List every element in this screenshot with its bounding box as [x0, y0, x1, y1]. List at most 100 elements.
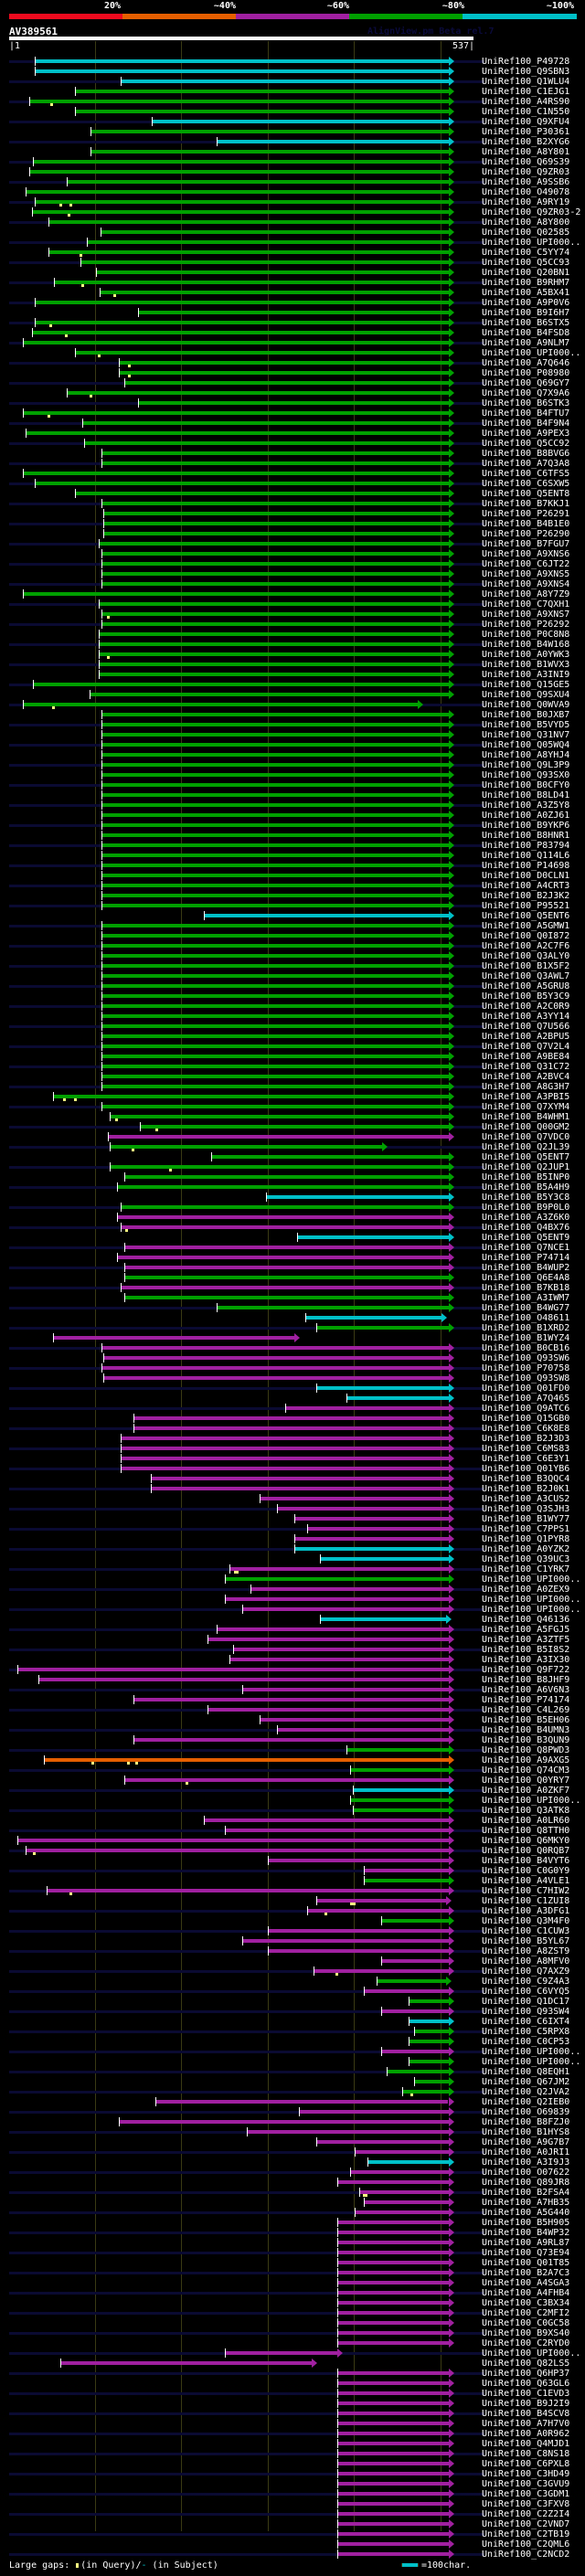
- alignment-bar[interactable]: [81, 421, 449, 425]
- hit-label-link[interactable]: UniRef100_C6PXL8: [482, 2459, 570, 2469]
- hit-label-link[interactable]: UniRef100_C6K8E8: [482, 1424, 570, 1434]
- hit-label-link[interactable]: UniRef100_C3GDM1: [482, 2489, 570, 2499]
- alignment-bar[interactable]: [210, 1155, 449, 1159]
- hit-label-link[interactable]: UniRef100_UPI000..: [482, 2047, 581, 2057]
- alignment-bar[interactable]: [313, 1969, 449, 1973]
- alignment-bar[interactable]: [346, 1748, 449, 1752]
- alignment-bar[interactable]: [363, 1879, 449, 1882]
- hit-label-link[interactable]: UniRef100_C3FXV8: [482, 2499, 570, 2509]
- hit-label-link[interactable]: UniRef100_Q9SBN3: [482, 67, 570, 77]
- hit-label-link[interactable]: UniRef100_A3Z6K0: [482, 1213, 570, 1223]
- alignment-bar[interactable]: [207, 1638, 449, 1641]
- alignment-bar[interactable]: [320, 1617, 446, 1621]
- hit-label-link[interactable]: UniRef100_UPI000..: [482, 2348, 581, 2359]
- hit-label-link[interactable]: UniRef100_P74714: [482, 1253, 570, 1263]
- hit-label-link[interactable]: UniRef100_Q8EQH1: [482, 2067, 570, 2077]
- hit-label-link[interactable]: UniRef100_Q7VDC0: [482, 1132, 570, 1142]
- alignment-bar[interactable]: [90, 130, 449, 133]
- alignment-bar[interactable]: [35, 69, 449, 73]
- hit-label-link[interactable]: UniRef100_P14698: [482, 861, 570, 871]
- hit-label-link[interactable]: UniRef100_C2VND7: [482, 2519, 570, 2529]
- hit-label-link[interactable]: UniRef100_A7HB35: [482, 2198, 570, 2208]
- hit-label-link[interactable]: UniRef100_B8FZJ0: [482, 2117, 570, 2127]
- hit-label-link[interactable]: UniRef100_P30361: [482, 127, 570, 137]
- alignment-bar[interactable]: [133, 1426, 449, 1430]
- hit-label-link[interactable]: UniRef100_A8Y801: [482, 147, 570, 157]
- alignment-bar[interactable]: [152, 120, 449, 123]
- hit-label-link[interactable]: UniRef100_A8G3H7: [482, 1082, 570, 1092]
- hit-label-link[interactable]: UniRef100_A5GMW1: [482, 921, 570, 931]
- hit-label-link[interactable]: UniRef100_Q9F722: [482, 1665, 570, 1675]
- alignment-bar[interactable]: [99, 291, 449, 294]
- hit-label-link[interactable]: UniRef100_Q6MKY0: [482, 1836, 570, 1846]
- hit-label-link[interactable]: UniRef100_C7PPS1: [482, 1524, 570, 1534]
- hit-label-link[interactable]: UniRef100_Q8PWD3: [482, 1745, 570, 1755]
- hit-label-link[interactable]: UniRef100_O07622: [482, 2168, 570, 2178]
- alignment-bar[interactable]: [276, 1507, 449, 1511]
- hit-label-link[interactable]: UniRef100_B7KKJ1: [482, 499, 570, 509]
- alignment-bar[interactable]: [101, 984, 449, 988]
- hit-label-link[interactable]: UniRef100_Q2IEB0: [482, 2097, 570, 2107]
- alignment-bar[interactable]: [337, 2482, 449, 2486]
- alignment-bar[interactable]: [101, 864, 449, 867]
- hit-label-link[interactable]: UniRef100_A3DFG1: [482, 1906, 570, 1916]
- alignment-bar[interactable]: [337, 2231, 449, 2234]
- hit-label-link[interactable]: UniRef100_A9XNS7: [482, 610, 570, 620]
- alignment-bar[interactable]: [121, 1457, 449, 1460]
- hit-label-link[interactable]: UniRef100_C6TFS5: [482, 469, 570, 479]
- alignment-bar[interactable]: [224, 1577, 449, 1581]
- alignment-bar[interactable]: [337, 2381, 449, 2385]
- hit-label-link[interactable]: UniRef100_Q39UC3: [482, 1554, 570, 1564]
- hit-label-link[interactable]: UniRef100_B4SCV8: [482, 2409, 570, 2419]
- alignment-bar[interactable]: [53, 1336, 294, 1340]
- alignment-bar[interactable]: [101, 773, 449, 777]
- hit-label-link[interactable]: UniRef100_C2RYD0: [482, 2338, 570, 2348]
- alignment-bar[interactable]: [337, 2180, 449, 2184]
- hit-label-link[interactable]: UniRef100_C0CP53: [482, 2037, 570, 2047]
- alignment-bar[interactable]: [268, 1929, 449, 1933]
- hit-label-link[interactable]: UniRef100_Q63GL6: [482, 2379, 570, 2389]
- alignment-bar[interactable]: [101, 1044, 449, 1048]
- alignment-bar[interactable]: [124, 1266, 449, 1269]
- hit-label-link[interactable]: UniRef100_B5H905: [482, 2218, 570, 2228]
- alignment-bar[interactable]: [224, 1597, 449, 1601]
- hit-label-link[interactable]: UniRef100_Q0RQB7: [482, 1846, 570, 1856]
- hit-label-link[interactable]: UniRef100_A0ZJ61: [482, 811, 570, 821]
- alignment-bar[interactable]: [35, 482, 449, 485]
- hit-label-link[interactable]: UniRef100_A8Y800: [482, 217, 570, 228]
- hit-label-link[interactable]: UniRef100_Q5ENT9: [482, 1233, 570, 1243]
- hit-label-link[interactable]: UniRef100_Q5CC93: [482, 258, 570, 268]
- hit-label-link[interactable]: UniRef100_A4VLE1: [482, 1876, 570, 1886]
- alignment-bar[interactable]: [358, 2190, 449, 2194]
- alignment-bar[interactable]: [337, 2492, 449, 2496]
- alignment-bar[interactable]: [119, 2120, 449, 2124]
- alignment-bar[interactable]: [337, 2432, 449, 2435]
- hit-label-link[interactable]: UniRef100_Q31C72: [482, 1062, 570, 1072]
- hit-label-link[interactable]: UniRef100_B2FSA4: [482, 2188, 570, 2198]
- alignment-bar[interactable]: [101, 723, 449, 726]
- hit-label-link[interactable]: UniRef100_B4W168: [482, 640, 570, 650]
- hit-label-link[interactable]: UniRef100_A7Q646: [482, 358, 570, 368]
- alignment-bar[interactable]: [101, 1105, 449, 1108]
- alignment-bar[interactable]: [133, 1698, 449, 1701]
- alignment-bar[interactable]: [133, 1416, 449, 1420]
- hit-label-link[interactable]: UniRef100_B4VYT6: [482, 1856, 570, 1866]
- alignment-bar[interactable]: [337, 2472, 449, 2475]
- alignment-bar[interactable]: [101, 582, 449, 586]
- alignment-bar[interactable]: [98, 602, 449, 606]
- alignment-bar[interactable]: [151, 1477, 449, 1480]
- hit-label-link[interactable]: UniRef100_Q89JR8: [482, 2178, 570, 2188]
- hit-label-link[interactable]: UniRef100_A4SGA3: [482, 2278, 570, 2288]
- hit-label-link[interactable]: UniRef100_A5BX41: [482, 288, 570, 298]
- hit-label-link[interactable]: UniRef100_O48611: [482, 1313, 570, 1323]
- hit-label-link[interactable]: UniRef100_Q01FD0: [482, 1383, 570, 1394]
- hit-label-link[interactable]: UniRef100_C2NCD2: [482, 2549, 570, 2560]
- alignment-bar[interactable]: [138, 401, 449, 405]
- hit-label-link[interactable]: UniRef100_C2QML6: [482, 2539, 570, 2549]
- hit-label-link[interactable]: UniRef100_Q7AXZ9: [482, 1966, 570, 1977]
- hit-label-link[interactable]: UniRef100_B2XYG6: [482, 137, 570, 147]
- hit-label-link[interactable]: UniRef100_P95521: [482, 901, 570, 911]
- alignment-bar[interactable]: [75, 492, 449, 495]
- hit-label-link[interactable]: UniRef100_Q6E4A8: [482, 1273, 570, 1283]
- hit-label-link[interactable]: UniRef100_A9XNS6: [482, 549, 570, 559]
